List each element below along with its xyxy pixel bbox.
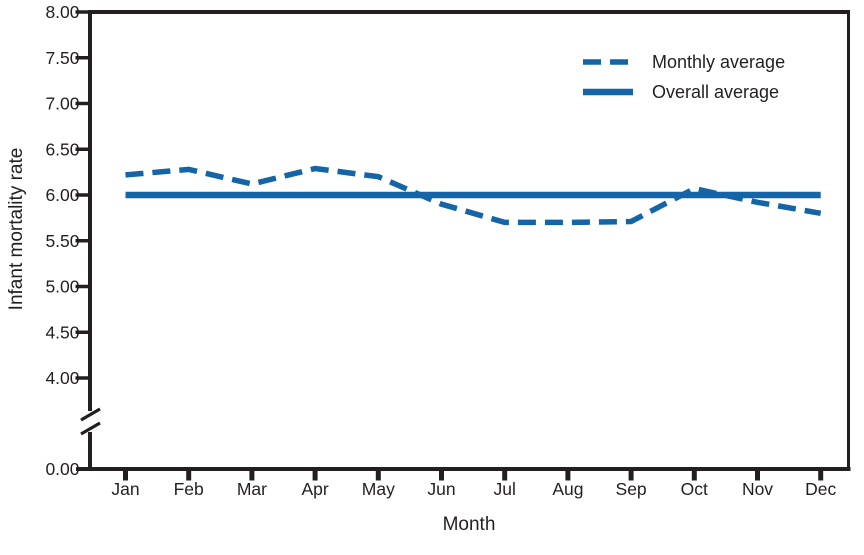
legend-label-overall-average: Overall average	[652, 82, 779, 102]
data-series	[125, 165, 822, 226]
x-tick-label: Oct	[681, 479, 708, 499]
axis-break-slash	[80, 407, 101, 422]
y-tick-label: 0.00	[45, 459, 79, 479]
x-tick-label: Nov	[742, 479, 773, 499]
y-tick-label: 5.50	[45, 231, 79, 251]
y-tick-label: 5.00	[45, 277, 79, 297]
y-tick-label: 6.50	[45, 139, 79, 159]
legend: Monthly average Overall average	[583, 52, 785, 102]
y-axis-title: Infant mortality rate	[6, 148, 27, 311]
axis-break-slash	[80, 421, 101, 436]
y-tick-label: 7.00	[45, 94, 79, 114]
axes	[76, 10, 851, 471]
x-tick-label: May	[362, 479, 395, 499]
x-axis-title: Month	[443, 514, 496, 535]
x-tick-label: Jun	[427, 479, 455, 499]
legend-label-monthly-average: Monthly average	[652, 52, 785, 72]
monthly-average-line	[125, 165, 822, 226]
axis-ticks-and-labels: 0.00 4.00 4.50 5.00 5.50 6.00 6.50 7.00 7.50 8.00…	[45, 2, 836, 499]
y-tick-label: 7.50	[45, 48, 79, 68]
x-tick-label: Jan	[111, 479, 139, 499]
x-tick-label: Aug	[552, 479, 583, 499]
x-tick-label: Apr	[301, 479, 328, 499]
y-tick-label: 6.00	[45, 185, 79, 205]
x-tick-label: Mar	[237, 479, 267, 499]
y-tick-label: 4.00	[45, 368, 79, 388]
x-tick-label: Jul	[494, 479, 516, 499]
x-tick-label: Feb	[174, 479, 204, 499]
y-tick-label: 8.00	[45, 2, 79, 22]
y-tick-label: 4.50	[45, 322, 79, 342]
x-tick-label: Dec	[805, 479, 836, 499]
x-tick-label: Sep	[616, 479, 647, 499]
